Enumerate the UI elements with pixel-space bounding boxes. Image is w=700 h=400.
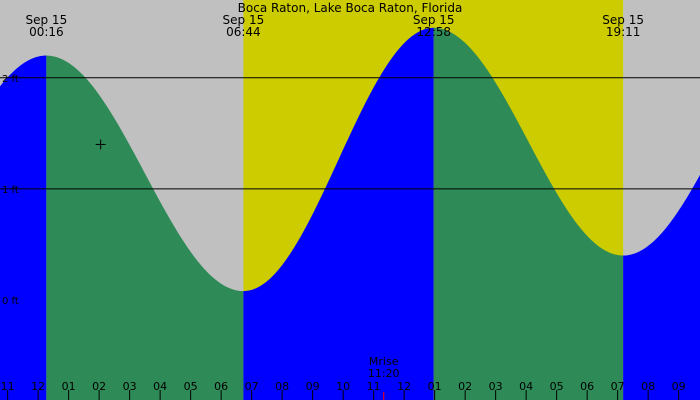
x-tick-label: 09 (306, 380, 320, 393)
tide-event-date: Sep 15 (223, 13, 265, 27)
x-tick-label: 03 (123, 380, 137, 393)
x-tick-label: 07 (245, 380, 259, 393)
moon-event-label: Mrise (369, 355, 399, 368)
rising-tide-segment (243, 27, 434, 400)
x-tick-label: 01 (62, 380, 76, 393)
y-tick-label: 2 ft (2, 74, 19, 85)
x-tick-label: 06 (580, 380, 594, 393)
tide-event-time: 00:16 (29, 25, 64, 39)
tide-area (0, 27, 700, 400)
tide-event-time: 19:11 (606, 25, 641, 39)
x-tick-label: 07 (611, 380, 625, 393)
tide-event-date: Sep 15 (413, 13, 455, 27)
falling-tide-segment (433, 27, 624, 400)
x-tick-label: 04 (519, 380, 533, 393)
x-tick-label: 09 (672, 380, 686, 393)
x-tick-label: 05 (184, 380, 198, 393)
moon-event-time: 11:20 (368, 367, 400, 380)
tide-event-date: Sep 15 (602, 13, 644, 27)
y-axis-ticks: 0 ft 1 ft 2 ft (2, 74, 19, 307)
y-tick-label: 1 ft (2, 185, 19, 196)
x-tick-label: 08 (641, 380, 655, 393)
x-tick-label: 12 (397, 380, 411, 393)
x-tick-label: 03 (489, 380, 503, 393)
chart-title: Boca Raton, Lake Boca Raton, Florida (238, 1, 463, 15)
x-tick-label: 01 (428, 380, 442, 393)
rising-tide-segment (623, 174, 700, 400)
x-tick-label: 02 (458, 380, 472, 393)
rising-tide-segment (0, 55, 47, 400)
x-tick-label: 12 (31, 380, 45, 393)
x-tick-label: 08 (275, 380, 289, 393)
x-tick-label: 04 (153, 380, 167, 393)
x-tick-label: 11 (367, 380, 381, 393)
x-tick-label: 05 (550, 380, 564, 393)
y-tick-label: 0 ft (2, 296, 19, 307)
x-tick-label: 10 (336, 380, 350, 393)
tide-event-time: 06:44 (226, 25, 261, 39)
cursor-crosshair (95, 139, 106, 150)
height-gridlines (0, 77, 700, 190)
tide-event-time: 12:58 (416, 25, 451, 39)
tide-event-date: Sep 15 (26, 13, 68, 27)
x-axis-ticks: 11 12 01 02 03 04 05 06 07 08 09 10 11 12 01 02 03 04 05 06… (1, 380, 686, 400)
x-tick-label: 06 (214, 380, 228, 393)
x-tick-label: 11 (1, 380, 15, 393)
x-tick-label: 02 (92, 380, 106, 393)
falling-tide-segment (46, 55, 244, 400)
